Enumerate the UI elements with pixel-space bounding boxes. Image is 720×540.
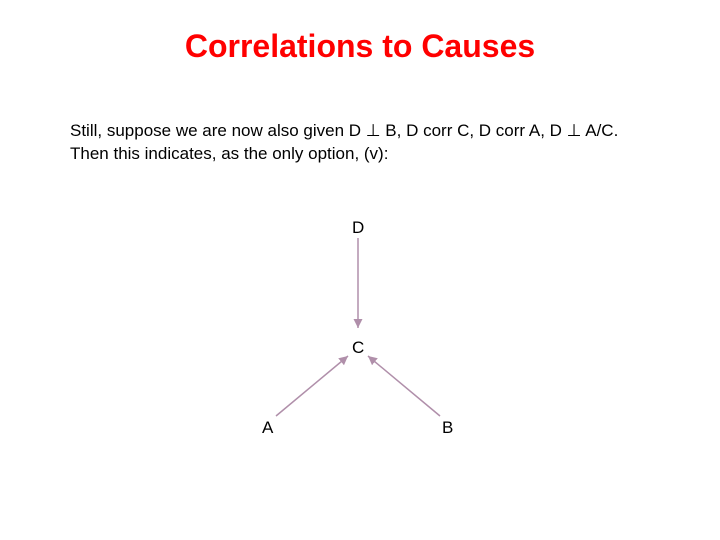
- edge-b-c: [368, 356, 440, 416]
- node-b: B: [442, 418, 453, 438]
- body-paragraph: Still, suppose we are now also given D ⊥…: [70, 120, 650, 166]
- edge-group: [276, 238, 440, 416]
- causal-diagram: D C A B: [0, 200, 720, 520]
- node-a: A: [262, 418, 273, 438]
- diagram-arrows: [0, 200, 720, 520]
- edge-a-c: [276, 356, 348, 416]
- node-d: D: [352, 218, 364, 238]
- page-title: Correlations to Causes: [0, 28, 720, 65]
- node-c: C: [352, 338, 364, 358]
